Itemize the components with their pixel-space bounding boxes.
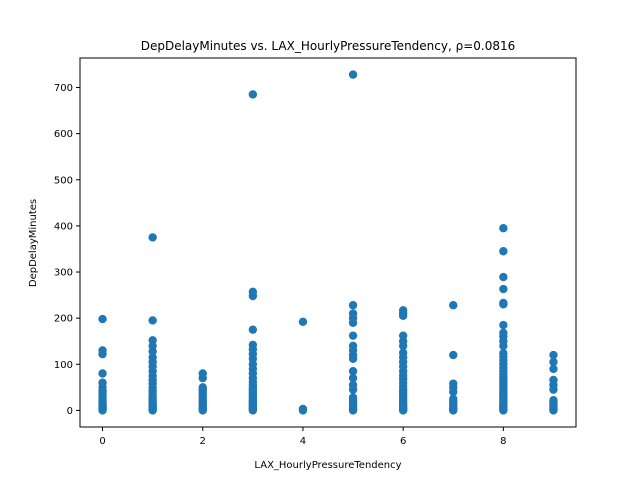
data-point xyxy=(549,364,558,374)
data-point xyxy=(449,301,458,310)
data-point xyxy=(148,233,157,242)
data-point xyxy=(248,287,258,297)
y-tick-label: 400 xyxy=(54,221,73,232)
y-tick-label: 600 xyxy=(54,129,73,140)
data-point xyxy=(98,346,107,355)
data-point xyxy=(449,379,458,388)
data-point xyxy=(98,314,107,324)
data-point xyxy=(499,328,508,338)
data-point xyxy=(198,369,207,378)
data-point xyxy=(248,340,258,350)
data-point xyxy=(348,341,358,351)
data-point xyxy=(398,331,408,340)
y-tick-label: 100 xyxy=(54,360,73,371)
data-point xyxy=(449,394,458,404)
data-point xyxy=(198,383,207,392)
data-points xyxy=(98,70,558,415)
data-point xyxy=(499,247,508,256)
x-tick-label: 8 xyxy=(500,436,506,447)
data-point xyxy=(148,336,157,345)
x-tick-label: 2 xyxy=(200,436,206,447)
data-point xyxy=(148,353,157,362)
data-point xyxy=(248,325,258,334)
data-point xyxy=(98,378,107,387)
data-point xyxy=(348,309,358,318)
data-point xyxy=(398,306,408,315)
data-point xyxy=(248,90,258,99)
y-tick-label: 200 xyxy=(54,314,73,325)
data-point xyxy=(348,373,358,383)
data-point xyxy=(98,369,107,378)
x-tick-label: 6 xyxy=(400,436,406,447)
data-point xyxy=(549,375,558,385)
data-point xyxy=(398,348,408,357)
data-point xyxy=(348,301,358,310)
data-point xyxy=(148,316,157,325)
data-point xyxy=(499,224,508,233)
y-tick-label: 300 xyxy=(54,268,73,279)
data-point xyxy=(298,404,308,414)
plot-frame xyxy=(79,57,577,428)
y-tick-label: 0 xyxy=(67,406,73,417)
y-axis-ticks: 0 100 200 300 400 500 600 700 xyxy=(54,83,80,417)
chart-title: DepDelayMinutes vs. LAX_HourlyPressureTe… xyxy=(141,39,516,53)
data-point xyxy=(499,320,508,330)
data-point xyxy=(348,366,358,376)
data-point xyxy=(499,272,508,282)
data-point xyxy=(499,349,508,358)
y-tick-label: 500 xyxy=(54,175,73,186)
data-point xyxy=(499,298,508,308)
y-tick-label: 700 xyxy=(54,83,73,94)
x-tick-label: 4 xyxy=(300,436,306,447)
data-point xyxy=(348,380,358,390)
data-point xyxy=(549,357,558,367)
data-point xyxy=(499,284,508,294)
x-axis-label: LAX_HourlyPressureTendency xyxy=(254,460,401,471)
data-point xyxy=(549,350,558,360)
x-axis-ticks: 0 2 4 6 8 xyxy=(99,427,507,447)
y-axis-label: DepDelayMinutes xyxy=(28,199,39,287)
data-point xyxy=(298,317,308,327)
data-point xyxy=(549,396,558,405)
data-point xyxy=(348,70,358,79)
data-point xyxy=(348,331,358,340)
data-point xyxy=(449,350,458,360)
data-point xyxy=(348,393,358,402)
x-tick-label: 0 xyxy=(99,436,105,447)
